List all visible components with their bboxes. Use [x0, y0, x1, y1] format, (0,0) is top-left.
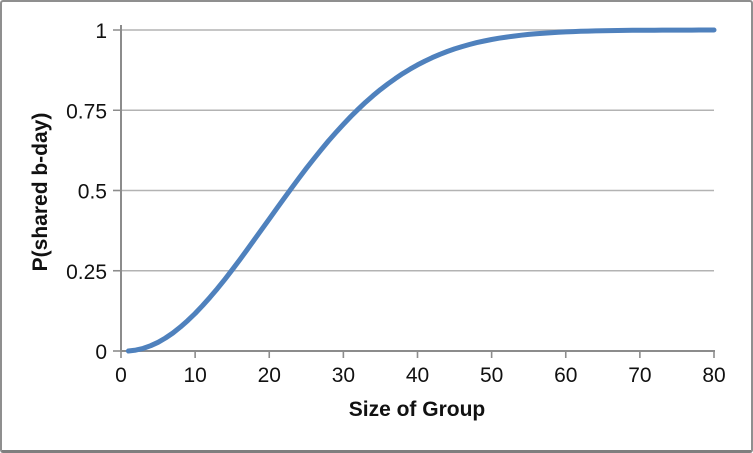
axes [120, 25, 715, 352]
y-tick-label: 1 [95, 20, 107, 43]
x-axis-title: Size of Group [349, 398, 486, 421]
x-tick-label: 0 [115, 364, 127, 387]
x-tick-label: 70 [628, 364, 651, 387]
x-tick-label: 30 [332, 364, 355, 387]
tick-marks [113, 29, 715, 358]
x-tick-label: 20 [258, 364, 281, 387]
x-tick-label: 10 [183, 364, 206, 387]
x-tick-labels: 0 10 20 30 40 50 60 70 80 [115, 364, 726, 387]
y-tick-label: 0 [95, 341, 107, 364]
x-tick-label: 50 [480, 364, 503, 387]
y-axis-title: P(shared b-day) [29, 113, 52, 272]
y-tick-label: 0.25 [66, 261, 107, 284]
x-tick-label: 40 [406, 364, 429, 387]
probability-curve [125, 27, 717, 354]
y-tick-label: 0.75 [66, 100, 107, 123]
x-tick-label: 80 [702, 364, 725, 387]
y-tick-label: 0.5 [78, 181, 107, 204]
x-tick-label: 60 [554, 364, 577, 387]
y-tick-labels: 0 0.25 0.5 0.75 1 [66, 20, 107, 364]
